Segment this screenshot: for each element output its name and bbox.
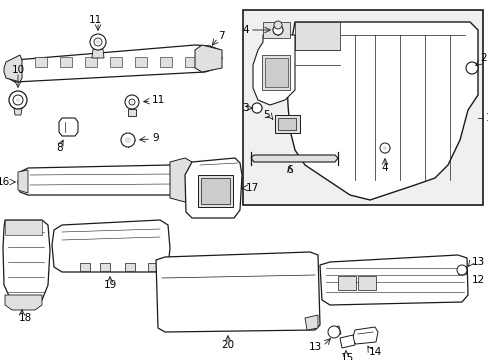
Polygon shape (351, 327, 377, 344)
Polygon shape (4, 55, 22, 82)
Text: 7: 7 (218, 31, 224, 41)
Circle shape (90, 34, 106, 50)
Polygon shape (92, 49, 104, 58)
Circle shape (382, 146, 386, 150)
Text: 14: 14 (367, 347, 381, 357)
Text: 19: 19 (103, 280, 116, 290)
Polygon shape (170, 158, 192, 202)
Text: 13: 13 (308, 342, 321, 352)
Circle shape (13, 95, 23, 105)
Text: 5: 5 (263, 110, 269, 120)
Text: 6: 6 (286, 165, 293, 175)
Circle shape (16, 98, 20, 102)
Bar (357, 276, 375, 290)
Bar (135, 57, 147, 67)
Polygon shape (14, 108, 22, 115)
Text: 4: 4 (242, 25, 248, 35)
Circle shape (273, 21, 282, 29)
Text: 10: 10 (11, 65, 24, 75)
Circle shape (379, 143, 389, 153)
Bar (148, 263, 158, 271)
Text: 2: 2 (479, 53, 486, 63)
Polygon shape (3, 220, 50, 305)
Text: 12: 12 (471, 275, 484, 285)
Bar (100, 263, 110, 271)
Text: 1: 1 (485, 113, 488, 123)
Circle shape (251, 103, 262, 113)
Polygon shape (252, 35, 294, 105)
Polygon shape (5, 220, 42, 235)
Bar (160, 57, 172, 67)
Polygon shape (128, 109, 136, 116)
Text: 4: 4 (381, 163, 387, 173)
Polygon shape (52, 220, 170, 272)
Circle shape (327, 326, 339, 338)
Text: 8: 8 (57, 143, 63, 153)
Polygon shape (18, 170, 28, 193)
Bar (468, 64, 474, 72)
Bar (198, 175, 232, 207)
Text: 17: 17 (245, 183, 259, 193)
Polygon shape (329, 326, 340, 337)
Circle shape (129, 99, 135, 105)
Bar (125, 263, 135, 271)
Polygon shape (319, 255, 467, 305)
Polygon shape (305, 315, 317, 330)
Text: 18: 18 (19, 313, 32, 323)
Polygon shape (263, 22, 289, 38)
Bar (337, 276, 355, 290)
Bar (274, 115, 299, 133)
Text: 15: 15 (340, 353, 353, 360)
Polygon shape (286, 22, 477, 200)
Text: 9: 9 (152, 133, 158, 143)
Circle shape (456, 265, 466, 275)
Text: 13: 13 (471, 257, 484, 267)
Bar (80, 263, 90, 271)
Circle shape (272, 25, 283, 35)
Bar (243, 10, 482, 205)
Circle shape (94, 38, 102, 46)
Circle shape (96, 40, 100, 44)
Circle shape (121, 133, 135, 147)
Polygon shape (6, 45, 222, 82)
Bar (60, 57, 72, 67)
Circle shape (125, 95, 139, 109)
Text: 16: 16 (0, 177, 10, 187)
Polygon shape (264, 58, 287, 87)
Circle shape (9, 91, 27, 109)
Polygon shape (262, 55, 289, 90)
Polygon shape (18, 165, 180, 195)
Bar (110, 57, 122, 67)
Bar (278, 118, 295, 130)
Text: 20: 20 (221, 340, 234, 350)
Circle shape (130, 100, 133, 104)
Polygon shape (339, 335, 354, 348)
Text: 3: 3 (242, 103, 248, 113)
Polygon shape (156, 252, 319, 332)
Bar (457, 266, 465, 274)
Polygon shape (250, 155, 337, 162)
Polygon shape (59, 118, 78, 136)
Text: 11: 11 (88, 15, 102, 25)
Circle shape (125, 137, 131, 143)
Circle shape (465, 62, 477, 74)
Text: 11: 11 (152, 95, 165, 105)
Polygon shape (184, 158, 242, 218)
Bar (201, 178, 229, 204)
Polygon shape (195, 45, 222, 72)
Polygon shape (294, 22, 339, 50)
Polygon shape (5, 295, 42, 310)
Bar (85, 57, 97, 67)
Bar (184, 57, 197, 67)
Bar (35, 57, 47, 67)
